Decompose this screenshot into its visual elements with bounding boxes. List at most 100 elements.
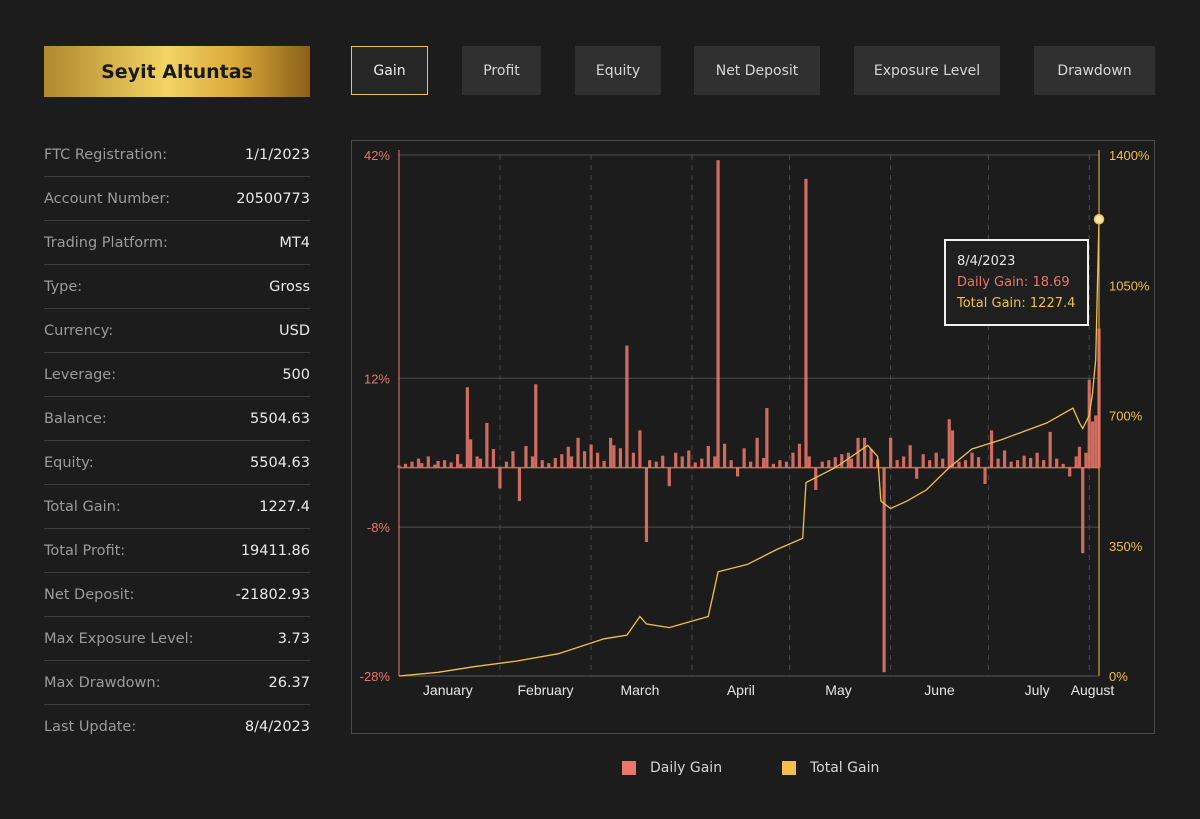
daily-gain-bar [511,451,515,468]
daily-gain-bar [784,461,789,468]
daily-gain-bar [989,430,994,468]
chart-frame [351,140,1155,734]
daily-gain-bar [612,445,616,468]
daily-gain-bar [576,437,580,468]
daily-gain-bar [644,467,649,543]
tab-equity[interactable]: Equity [575,46,661,95]
daily-gain-bar [1035,452,1039,468]
right-tick-label: 350% [1109,539,1143,554]
info-row-net-deposit: Net Deposit: -21802.93 [44,573,310,617]
daily-gain-bar [693,462,697,468]
daily-gain-bar [820,461,824,468]
daily-gain-bar [1016,460,1020,468]
daily-gain-bar [1002,450,1007,468]
daily-gain-bar [814,467,818,490]
gain-chart[interactable]: 42% 12% -8% -28% 1400% 1050% 700% 350% 0% January… [351,140,1155,734]
info-label: FTC Registration: [44,146,168,163]
info-row-type: Type: Gross [44,265,310,309]
daily-gain-bar [833,457,837,468]
daily-gain-bar [1029,457,1033,468]
info-value: 26.37 [268,674,310,691]
info-value: Gross [269,278,310,295]
daily-gain-bar [478,458,482,468]
daily-gain-bar [1009,461,1013,468]
left-tick-label: -8% [367,520,391,535]
x-tick-label: February [517,682,573,698]
tab-net-deposit[interactable]: Net Deposit [694,46,820,95]
daily-gain-bar [716,160,720,468]
daily-gain-bar [459,463,463,468]
daily-gain-bar [983,467,987,484]
right-tick-label: 1400% [1109,148,1150,163]
daily-gain-bar [540,460,544,468]
daily-gain-bar [420,463,424,468]
info-value: 5504.63 [250,454,310,471]
daily-gain-bar [1094,415,1098,468]
info-label: Type: [44,278,83,295]
daily-gain-bar [609,437,613,468]
daily-gain-bar [560,454,564,468]
legend-label: Daily Gain [650,760,723,776]
daily-gain-bar [1081,467,1085,554]
daily-gain-bar [840,454,844,468]
left-tick-label: -28% [360,669,391,684]
info-row-equity: Equity: 5504.63 [44,441,310,485]
daily-gain-bar [807,456,811,468]
info-row-total-gain: Total Gain: 1227.4 [44,485,310,529]
x-tick-label: August [1071,682,1115,698]
daily-gain-bar [1074,456,1078,468]
info-row-trading-platform: Trading Platform: MT4 [44,221,310,265]
legend-label: Total Gain [810,760,880,776]
daily-gain-bar [996,458,1000,468]
daily-gain-bar [410,461,414,468]
account-name: Seyit Altuntas [101,60,253,83]
account-info-list: FTC Registration: 1/1/2023 Account Number… [44,133,310,748]
daily-gain-bar [934,452,938,468]
info-row-leverage: Leverage: 500 [44,353,310,397]
legend-item-total-gain[interactable]: Total Gain [782,760,879,776]
daily-gain-bar [771,463,776,468]
total-gain-line [398,219,1100,677]
info-label: Total Profit: [44,542,126,559]
tooltip-total-gain: Total Gain: 1227.4 [957,296,1076,311]
info-row-max-exposure: Max Exposure Level: 3.73 [44,617,310,661]
info-row-balance: Balance: 5504.63 [44,397,310,441]
info-value: MT4 [279,234,310,251]
daily-gain-bar [596,452,600,468]
info-label: Net Deposit: [44,586,135,603]
info-label: Max Drawdown: [44,674,161,691]
info-value: 19411.86 [240,542,310,559]
daily-gain-bar [566,446,570,468]
daily-gain-bar [1077,446,1082,468]
legend-swatch-daily-gain [622,761,636,775]
legend-swatch-total-gain [782,761,796,775]
daily-gain-bar [1068,467,1072,477]
daily-gain-bar [524,446,528,468]
daily-gain-bar [530,456,535,468]
daily-gain-bar [475,456,479,468]
info-label: Account Number: [44,190,171,207]
tooltip-daily-gain: Daily Gain: 18.69 [957,275,1070,290]
daily-gain-bar [403,463,408,468]
daily-gain-bar [485,422,489,468]
daily-gain-bar [1061,463,1065,468]
daily-gain-bar [749,461,753,468]
daily-gain-bar [950,430,955,468]
daily-gain-bar [547,463,551,468]
daily-gain-bar [941,458,945,468]
tab-exposure-level[interactable]: Exposure Level [854,46,1000,95]
info-value: -21802.93 [235,586,310,603]
daily-gain-bar [602,460,606,468]
tab-drawdown[interactable]: Drawdown [1034,46,1155,95]
right-tick-label: 1050% [1109,278,1150,293]
legend-item-daily-gain[interactable]: Daily Gain [622,760,722,776]
daily-gain-bar [504,461,509,468]
tab-gain[interactable]: Gain [351,46,428,95]
daily-gain-bar [517,467,522,502]
daily-gain-bar [895,460,899,468]
daily-gain-bar [778,460,782,468]
daily-gain-bar [902,456,906,468]
tab-profit[interactable]: Profit [462,46,541,95]
daily-gain-bar [465,387,469,468]
info-label: Equity: [44,454,94,471]
